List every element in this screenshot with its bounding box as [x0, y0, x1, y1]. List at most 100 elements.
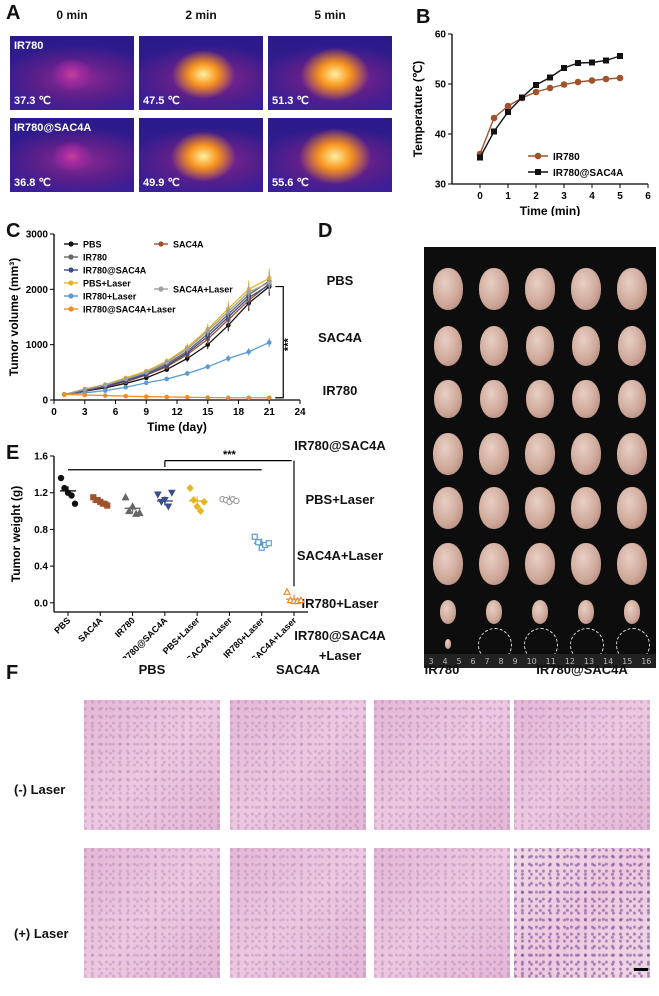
- legend-label: PBS+Laser: [83, 279, 131, 289]
- x-tick-label: 18: [233, 407, 245, 418]
- thermal-image: IR780 37.3 ℃: [10, 36, 134, 110]
- data-point: [547, 74, 553, 81]
- data-point: [246, 395, 252, 401]
- tumor-specimen: [617, 543, 647, 585]
- histo-col-header: PBS: [138, 662, 166, 677]
- thermal-temperature: 47.5 ℃: [143, 95, 180, 107]
- data-point: [225, 356, 231, 361]
- tumor-specimen: [617, 268, 647, 310]
- y-tick-label: 40: [435, 130, 447, 141]
- legend-marker: [158, 286, 164, 292]
- histology-image: [514, 848, 650, 978]
- tumor-row-label: PBS: [326, 273, 354, 288]
- legend-label: IR780@SAC4A: [553, 168, 623, 179]
- x-tick-label: 0: [477, 191, 483, 202]
- data-point: [560, 81, 568, 88]
- data-point: [121, 493, 130, 501]
- ruler-mark: 8: [498, 656, 504, 666]
- data-point: [125, 506, 134, 515]
- time-header-2: 5 min: [314, 8, 346, 22]
- ruler-mark: 13: [583, 656, 595, 666]
- panel-label-f: F: [6, 662, 19, 684]
- data-point: [82, 387, 88, 392]
- tumor-row-label-sub: +Laser: [318, 648, 362, 663]
- legend-label: IR780+Laser: [83, 292, 137, 302]
- data-point: [225, 395, 231, 401]
- x-tick-label: 6: [645, 191, 651, 202]
- legend-marker: [68, 306, 74, 312]
- legend-marker: [535, 169, 541, 175]
- y-tick-label: 50: [435, 80, 447, 91]
- tumor-specimen: [439, 600, 457, 624]
- data-point: [168, 489, 176, 497]
- time-header-1: 2 min: [185, 8, 217, 22]
- series-line: [479, 55, 621, 158]
- data-point: [184, 356, 190, 361]
- ruler-mark: 15: [622, 656, 633, 666]
- tumor-specimen: [433, 268, 463, 310]
- thermal-image: 55.6 ℃: [268, 118, 392, 192]
- x-tick-label: 3: [561, 191, 567, 202]
- histo-col-header: IR780: [424, 662, 460, 677]
- ruler-mark: 7: [484, 656, 490, 666]
- tumor-specimen: [571, 326, 601, 366]
- legend-marker: [534, 152, 542, 160]
- tumor-specimen: [479, 433, 509, 475]
- tumor-specimen: [525, 433, 555, 475]
- legend-marker: [68, 293, 74, 299]
- chart-e-tumor-weight: 0.0 0.4 0.8 1.2 1.6 Tumor weight (g) PBS SAC4A I…: [9, 449, 308, 658]
- tumor-specimen: [571, 487, 601, 529]
- time-header-0: 0 min: [56, 8, 88, 22]
- histology-image: [514, 700, 650, 830]
- data-point: [123, 384, 129, 390]
- data-point: [102, 382, 108, 388]
- data-point: [102, 393, 108, 398]
- data-point: [104, 502, 111, 509]
- data-point: [205, 328, 211, 334]
- thermal-group-label: IR780: [14, 40, 44, 52]
- x-tick-label: 5: [617, 191, 623, 202]
- significance-label: ***: [282, 338, 294, 352]
- x-tick-label: SAC4A: [76, 615, 105, 644]
- x-tick-label: 15: [202, 407, 214, 418]
- data-point: [164, 360, 170, 365]
- data-point: [246, 349, 252, 355]
- x-tick-label: 12: [171, 407, 183, 418]
- tumor-row-label: IR780@SAC4A: [294, 438, 386, 453]
- x-tick-label: PBS: [52, 615, 72, 635]
- panel-label-d: D: [318, 220, 333, 242]
- data-point: [189, 496, 198, 504]
- y-tick-label: 1000: [26, 340, 49, 351]
- data-point: [490, 114, 498, 122]
- data-point: [561, 65, 567, 71]
- data-point: [184, 346, 190, 352]
- legend-label: IR780: [83, 253, 107, 263]
- tumor-specimen: [617, 433, 647, 475]
- tumor-specimen: [525, 543, 555, 585]
- data-point: [603, 57, 609, 64]
- tumor-specimen: [479, 487, 509, 529]
- tumor-specimen: [618, 379, 646, 419]
- tumor-specimen: [444, 639, 452, 649]
- legend-label: SAC4A: [173, 240, 204, 250]
- histology-image: [374, 700, 510, 830]
- thermal-image: 47.5 ℃: [139, 36, 263, 110]
- thermal-temperature: 37.3 ℃: [14, 95, 51, 107]
- histology-image: [84, 848, 220, 978]
- y-axis-label: Tumor weight (g): [9, 486, 23, 582]
- tumor-specimen: [617, 326, 647, 366]
- data-point: [266, 395, 272, 401]
- significance-label: ***: [223, 449, 237, 461]
- data-point: [266, 280, 272, 285]
- data-point: [157, 498, 166, 506]
- tumor-specimen: [433, 543, 463, 585]
- chart-b-temperature: 0 1 2 3 4 5 6 30 40 50 60 Time (min) Temperature (℃)…: [411, 30, 651, 217]
- thermal-temperature: 36.8 ℃: [14, 177, 51, 189]
- tumor-specimen: [531, 600, 549, 624]
- data-point: [123, 376, 129, 382]
- legend-marker: [68, 280, 74, 286]
- histology-image: [230, 700, 366, 830]
- y-tick-label: 30: [435, 180, 447, 191]
- panel-label-a: A: [6, 2, 21, 24]
- data-point: [184, 394, 190, 400]
